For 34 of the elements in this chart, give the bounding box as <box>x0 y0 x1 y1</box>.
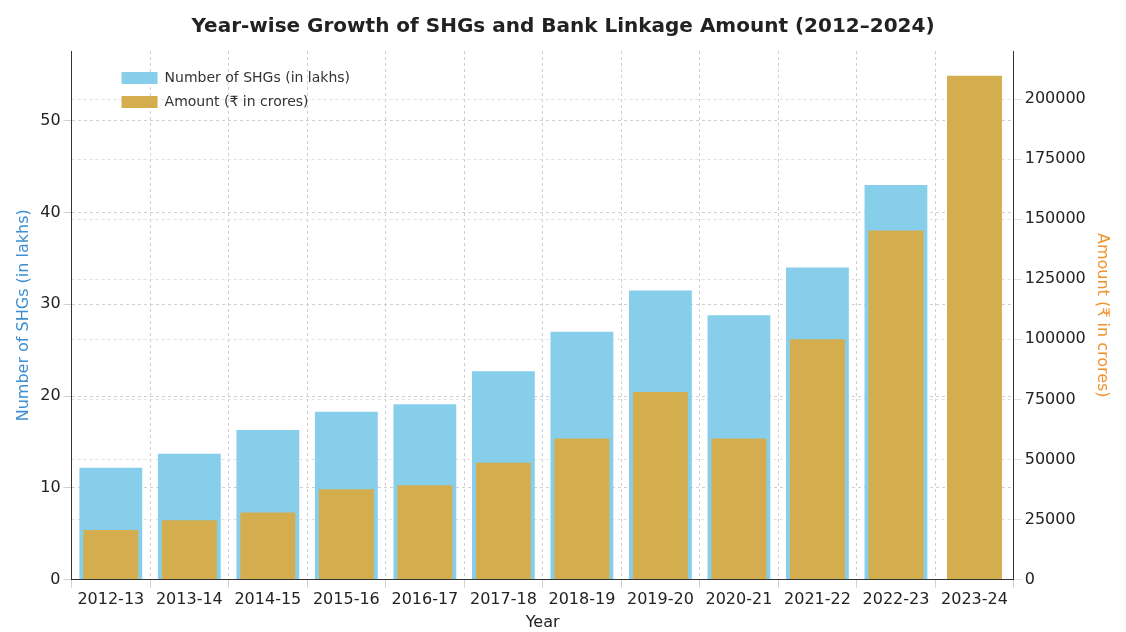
legend-label: Amount (₹ in crores) <box>164 92 309 109</box>
x-tick-label: 2015-16 <box>312 589 380 609</box>
y2-tick-label: 0 <box>1024 568 1035 588</box>
y2-tick-label: 175000 <box>1024 148 1086 168</box>
x-tick-label: 2017-18 <box>469 589 537 609</box>
x-tick-label: 2021-22 <box>784 589 851 609</box>
y-axis-title: Number of SHGs (in lakhs) <box>12 209 32 422</box>
y2-tick-label: 200000 <box>1024 88 1086 108</box>
y2-axis-title: Amount (₹ in crores) <box>1094 233 1114 398</box>
y-tick-label: 0 <box>50 568 61 588</box>
y-tick-label: 30 <box>40 293 61 313</box>
x-tick-label: 2020-21 <box>705 589 773 609</box>
chart-title: Year-wise Growth of SHGs and Bank Linkage Amount (2012–2024) <box>190 13 935 38</box>
bar <box>946 75 1002 580</box>
y2-tick-label: 75000 <box>1024 388 1076 408</box>
y2-tick-label: 25000 <box>1024 508 1076 528</box>
x-tick-label: 2019-20 <box>626 589 694 609</box>
y-tick-label: 10 <box>40 476 61 496</box>
x-tick-label: 2014-15 <box>234 589 302 609</box>
x-tick-label: 2022-23 <box>862 589 930 609</box>
x-tick-label: 2016-17 <box>391 589 459 609</box>
x-tick-label: 2013-14 <box>155 589 223 609</box>
x-tick-label: 2023-24 <box>941 589 1008 609</box>
y-tick-label: 20 <box>40 385 61 405</box>
x-tick-label: 2012-13 <box>77 589 145 609</box>
y2-tick-label: 150000 <box>1024 208 1086 228</box>
y-tick-label: 40 <box>40 201 61 221</box>
y2-tick-label: 125000 <box>1024 268 1086 288</box>
y2-tick-label: 50000 <box>1024 448 1076 468</box>
legend-label: Number of SHGs (in lakhs) <box>164 68 351 85</box>
y2-tick-label: 100000 <box>1024 328 1086 348</box>
x-axis-title: Year <box>524 611 560 631</box>
y-tick-label: 50 <box>40 109 61 129</box>
x-tick-label: 2018-19 <box>548 589 616 609</box>
